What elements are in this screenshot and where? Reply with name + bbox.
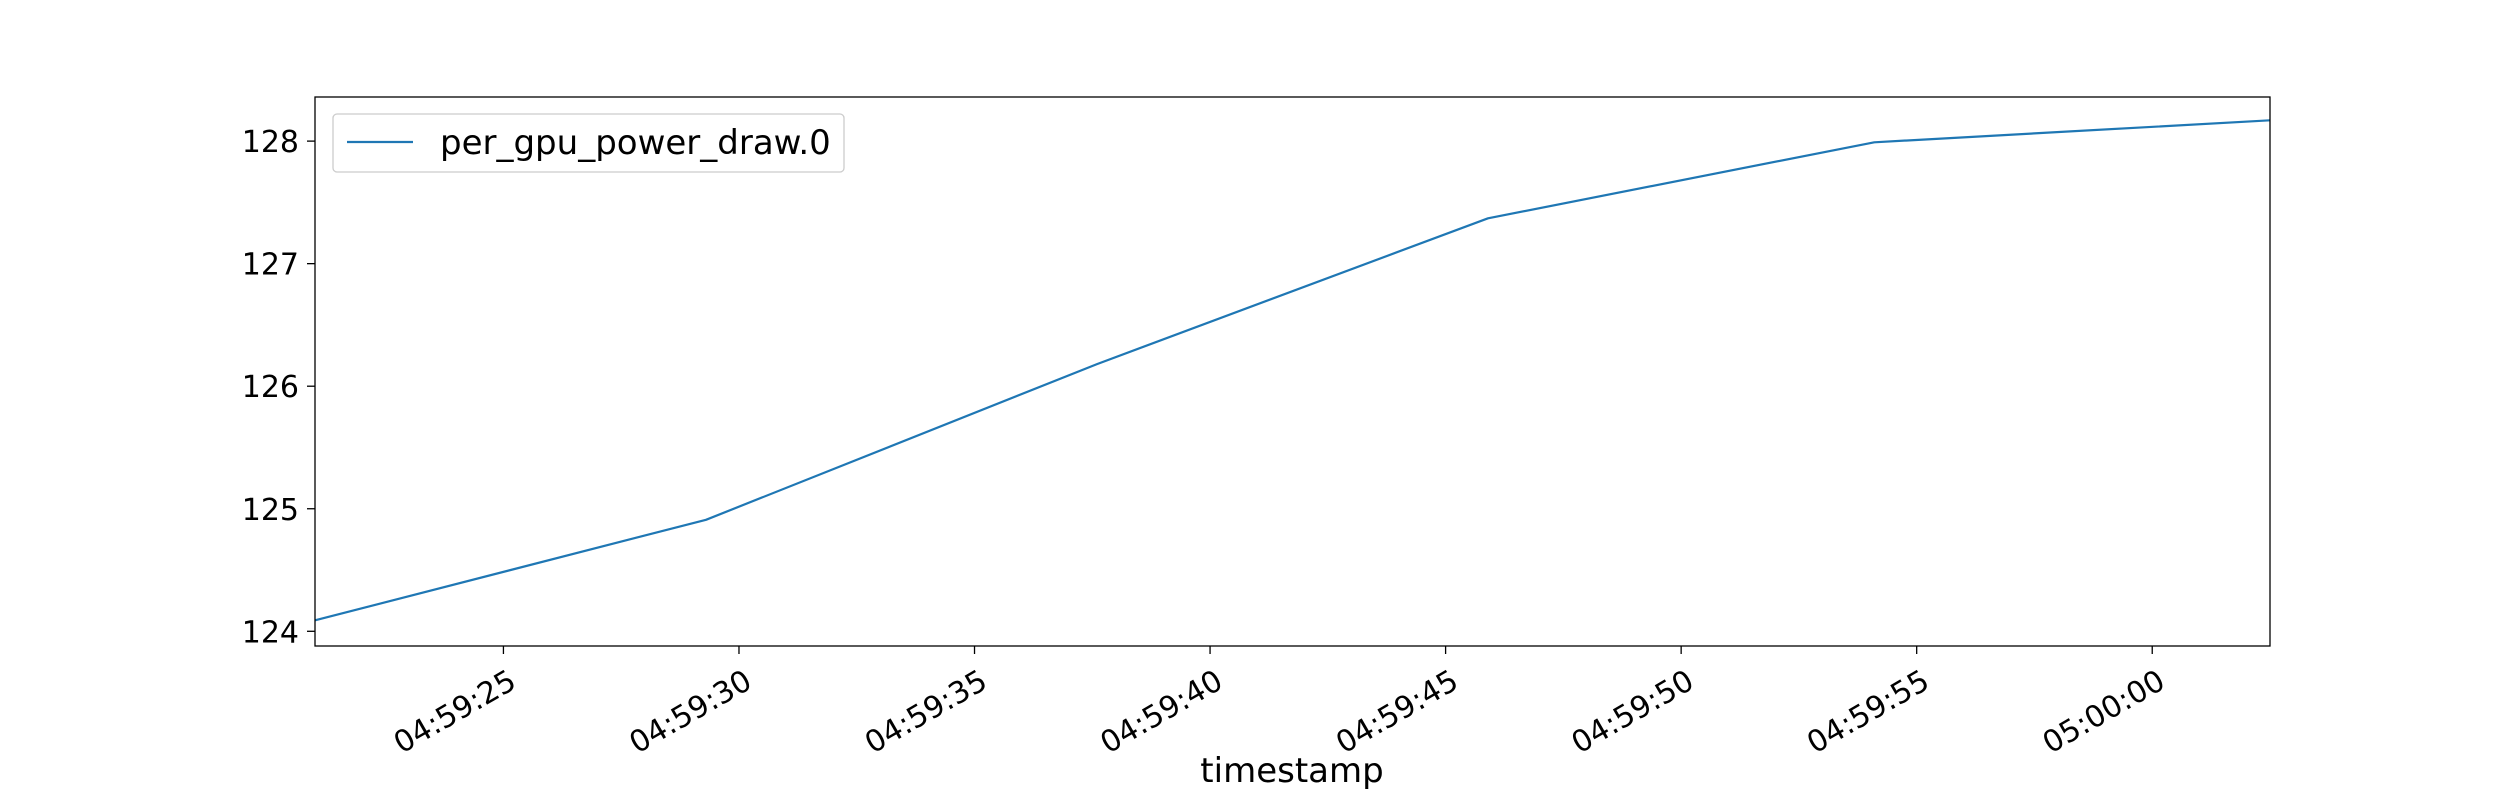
x-tick-label: 05:00:00 (2037, 663, 2171, 761)
y-tick-label: 125 (242, 493, 299, 528)
x-tick-label: 04:59:50 (1566, 663, 1700, 761)
x-tick-label: 04:59:40 (1095, 663, 1229, 761)
legend-box (332, 113, 845, 173)
legend-label: per_gpu_power_draw.0 (440, 123, 831, 163)
plot-frame (314, 96, 2271, 647)
x-tick-label: 04:59:55 (1801, 663, 1935, 761)
series-line (314, 119, 2271, 622)
x-tick-label: 04:59:25 (388, 663, 522, 761)
legend: per_gpu_power_draw.0 (332, 113, 845, 173)
y-axis: 124 125 126 127 128 (242, 125, 315, 650)
y-tick-label: 128 (242, 125, 299, 160)
x-tick-label: 04:59:30 (624, 663, 758, 761)
x-axis-title: timestamp (1200, 751, 1383, 791)
y-tick-label: 126 (242, 370, 299, 405)
y-tick-label: 127 (242, 248, 299, 283)
y-tick-label: 124 (242, 615, 299, 650)
plot-area (315, 97, 2270, 646)
x-axis: 04:59:25 04:59:30 04:59:35 04:59:40 04:59:45… (388, 646, 2171, 761)
x-tick-label: 04:59:45 (1330, 663, 1464, 761)
series-layer (314, 119, 2271, 622)
x-tick-label: 04:59:35 (859, 663, 993, 761)
